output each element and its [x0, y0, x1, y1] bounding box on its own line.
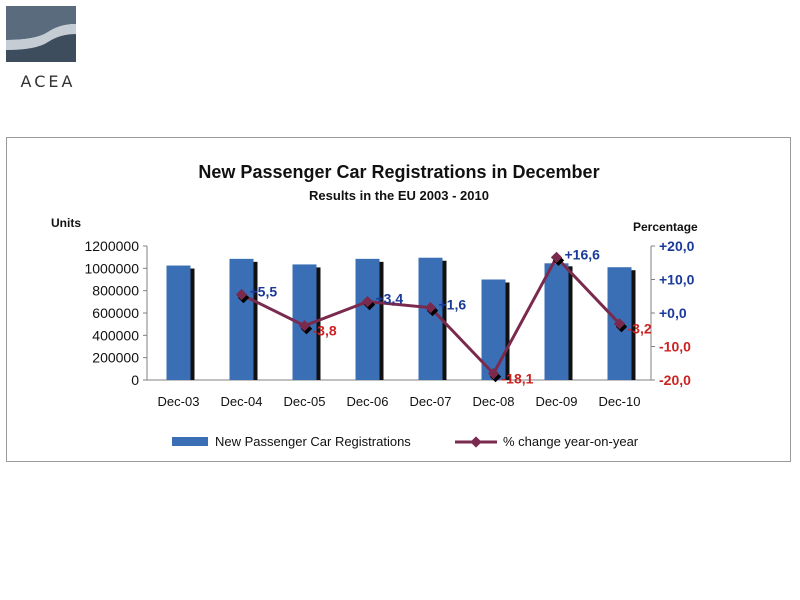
- acea-logo: ACEA: [0, 0, 100, 100]
- category-label: Dec-06: [347, 394, 389, 409]
- logo-text: ACEA: [20, 72, 76, 91]
- bar: [229, 258, 254, 380]
- category-label: Dec-09: [536, 394, 578, 409]
- right-tick-label: +10,0: [659, 272, 695, 288]
- line-marker: [235, 288, 248, 301]
- plot-area: 1200000 1000000 800000 600000 400000 200000 0 +…: [84, 238, 694, 409]
- left-tick-label: 0: [131, 372, 139, 388]
- bar: [544, 263, 569, 380]
- data-label: +1,6: [439, 297, 467, 313]
- legend-line-label: % change year-on-year: [503, 434, 639, 449]
- legend-bar-swatch: [172, 437, 208, 446]
- left-axis-title: Units: [51, 216, 81, 230]
- left-tick-label: 800000: [92, 283, 139, 299]
- category-label: Dec-05: [284, 394, 326, 409]
- chart-subtitle: Results in the EU 2003 - 2010: [309, 188, 489, 203]
- line-marker: [298, 320, 311, 332]
- left-tick-label: 600000: [92, 305, 139, 321]
- legend-line-marker: [470, 436, 482, 448]
- category-label: Dec-08: [473, 394, 515, 409]
- line-marker: [487, 367, 500, 380]
- chart-frame: New Passenger Car Registrations in Decem…: [6, 137, 791, 462]
- legend-bar-label: New Passenger Car Registrations: [215, 434, 411, 449]
- left-tick-label: 400000: [92, 327, 139, 343]
- line-marker: [361, 295, 374, 308]
- line-marker: [424, 301, 437, 314]
- right-tick-label: -20,0: [659, 372, 691, 388]
- data-label: -18,1: [502, 371, 534, 387]
- data-label: +5,5: [250, 284, 278, 300]
- left-tick-label: 1000000: [84, 260, 139, 276]
- category-label: Dec-07: [410, 394, 452, 409]
- legend: New Passenger Car Registrations % change…: [172, 434, 639, 449]
- chart: New Passenger Car Registrations in Decem…: [51, 162, 698, 449]
- right-tick-label: +20,0: [659, 238, 695, 254]
- bar: [418, 257, 443, 380]
- left-tick-label: 200000: [92, 350, 139, 366]
- data-label: -3,2: [628, 321, 652, 337]
- category-label: Dec-04: [221, 394, 263, 409]
- data-label: +3,4: [376, 291, 404, 307]
- right-tick-label: -10,0: [659, 339, 691, 355]
- left-tick-label: 1200000: [84, 238, 139, 254]
- bar: [166, 265, 191, 380]
- line-marker: [613, 318, 626, 330]
- category-label: Dec-03: [158, 394, 200, 409]
- right-axis-title: Percentage: [633, 220, 698, 234]
- category-label: Dec-10: [599, 394, 641, 409]
- chart-title: New Passenger Car Registrations in Decem…: [198, 162, 599, 182]
- right-tick-label: +0,0: [659, 305, 687, 321]
- bar: [355, 258, 380, 380]
- data-label: +16,6: [565, 246, 601, 262]
- data-label: -3,8: [313, 323, 337, 339]
